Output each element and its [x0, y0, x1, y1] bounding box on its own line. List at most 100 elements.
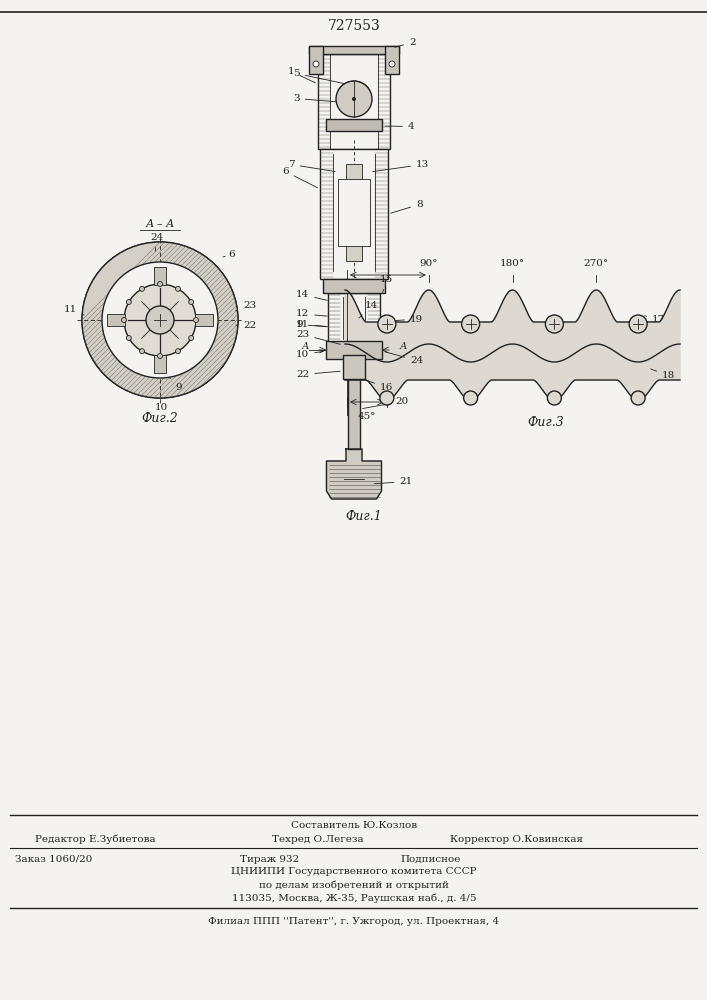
- Text: 10: 10: [296, 350, 323, 359]
- Text: 180°: 180°: [500, 259, 525, 268]
- Circle shape: [82, 242, 238, 398]
- Text: Заказ 1060/20: Заказ 1060/20: [15, 854, 93, 863]
- Ellipse shape: [189, 336, 194, 340]
- Circle shape: [464, 391, 478, 405]
- Ellipse shape: [175, 349, 180, 354]
- Circle shape: [82, 242, 238, 398]
- Text: Подписное: Подписное: [400, 854, 460, 863]
- Bar: [309, 46, 399, 54]
- Ellipse shape: [189, 300, 194, 304]
- Text: 23: 23: [235, 301, 256, 311]
- Text: 3: 3: [293, 94, 349, 103]
- Bar: [318, 54, 390, 149]
- Text: 4: 4: [385, 122, 414, 131]
- Text: 22: 22: [296, 370, 340, 379]
- Text: Фиг.2: Фиг.2: [141, 412, 178, 424]
- Text: ЦНИИПИ Государственного комитета СССР: ЦНИИПИ Государственного комитета СССР: [231, 867, 477, 876]
- Text: А: А: [302, 342, 310, 351]
- Text: 13: 13: [373, 160, 429, 172]
- Circle shape: [629, 315, 647, 333]
- Text: Корректор О.Ковинская: Корректор О.Ковинская: [450, 834, 583, 844]
- Text: 16: 16: [363, 379, 393, 392]
- Ellipse shape: [336, 81, 372, 117]
- Text: 20: 20: [363, 397, 408, 409]
- Text: 21: 21: [374, 477, 413, 486]
- Text: 2: 2: [395, 38, 416, 47]
- Text: 7: 7: [288, 160, 335, 172]
- Text: Тираж 932: Тираж 932: [240, 854, 299, 863]
- Text: А: А: [400, 342, 407, 351]
- Text: 17: 17: [645, 315, 665, 324]
- Text: по делам изобретений и открытий: по делам изобретений и открытий: [259, 880, 449, 890]
- Text: 12: 12: [296, 309, 327, 318]
- Text: 727553: 727553: [327, 19, 380, 33]
- Bar: [195, 314, 213, 326]
- Text: 14: 14: [296, 290, 327, 300]
- Ellipse shape: [139, 286, 144, 291]
- Bar: [346, 164, 362, 261]
- Text: Техред О.Легеза: Техред О.Легеза: [272, 834, 363, 844]
- Text: 24: 24: [385, 352, 423, 365]
- Ellipse shape: [127, 300, 132, 304]
- Bar: [320, 149, 388, 279]
- Text: Филиал ППП ''Патент'', г. Ужгород, ул. Проектная, 4: Филиал ППП ''Патент'', г. Ужгород, ул. П…: [209, 916, 500, 926]
- Circle shape: [124, 284, 196, 356]
- Text: 6: 6: [282, 167, 317, 188]
- Bar: [385, 46, 399, 74]
- Text: 90°: 90°: [419, 259, 438, 268]
- Ellipse shape: [127, 336, 132, 340]
- Bar: [338, 179, 370, 246]
- Polygon shape: [345, 344, 680, 400]
- Ellipse shape: [122, 318, 127, 322]
- Ellipse shape: [389, 61, 395, 67]
- Circle shape: [146, 306, 174, 334]
- Text: А – А: А – А: [146, 219, 175, 229]
- Bar: [107, 314, 125, 326]
- Text: 270°: 270°: [584, 259, 609, 268]
- Text: 1: 1: [288, 67, 315, 83]
- Bar: [326, 119, 382, 131]
- Text: 11: 11: [296, 320, 327, 329]
- Ellipse shape: [175, 286, 180, 291]
- Text: 113035, Москва, Ж-35, Раушская наб., д. 4/5: 113035, Москва, Ж-35, Раушская наб., д. …: [232, 893, 477, 903]
- Bar: [343, 355, 365, 379]
- Text: 9: 9: [296, 320, 327, 329]
- Text: 6: 6: [223, 250, 235, 259]
- Bar: [154, 267, 166, 285]
- Text: 14: 14: [359, 301, 378, 318]
- Polygon shape: [345, 290, 680, 362]
- Text: 19: 19: [382, 315, 423, 324]
- Polygon shape: [327, 449, 382, 499]
- Text: Составитель Ю.Козлов: Составитель Ю.Козлов: [291, 820, 417, 830]
- Circle shape: [378, 315, 396, 333]
- Text: 22: 22: [235, 321, 256, 330]
- Text: 45°: 45°: [358, 412, 376, 421]
- Circle shape: [380, 391, 394, 405]
- Ellipse shape: [158, 354, 163, 359]
- Text: 8: 8: [391, 200, 423, 213]
- Text: 5: 5: [293, 69, 349, 84]
- Ellipse shape: [313, 61, 319, 67]
- Text: 23: 23: [296, 330, 340, 344]
- Circle shape: [102, 262, 218, 378]
- Bar: [326, 341, 382, 359]
- Text: Редактор Е.Зубиетова: Редактор Е.Зубиетова: [35, 834, 156, 844]
- Circle shape: [462, 315, 479, 333]
- Circle shape: [631, 391, 645, 405]
- Circle shape: [547, 391, 561, 405]
- Bar: [323, 279, 385, 293]
- Ellipse shape: [158, 282, 163, 286]
- Text: 9: 9: [170, 378, 182, 392]
- Text: Фиг.1: Фиг.1: [346, 510, 382, 524]
- Ellipse shape: [139, 349, 144, 354]
- Circle shape: [545, 315, 563, 333]
- Bar: [348, 379, 360, 449]
- Text: Фиг.3: Фиг.3: [527, 416, 564, 428]
- Bar: [154, 355, 166, 373]
- Text: 10: 10: [155, 398, 168, 412]
- Text: 11: 11: [64, 305, 84, 315]
- Ellipse shape: [352, 97, 356, 101]
- Ellipse shape: [194, 318, 199, 322]
- Text: 24: 24: [150, 233, 163, 251]
- Text: 15: 15: [380, 275, 393, 292]
